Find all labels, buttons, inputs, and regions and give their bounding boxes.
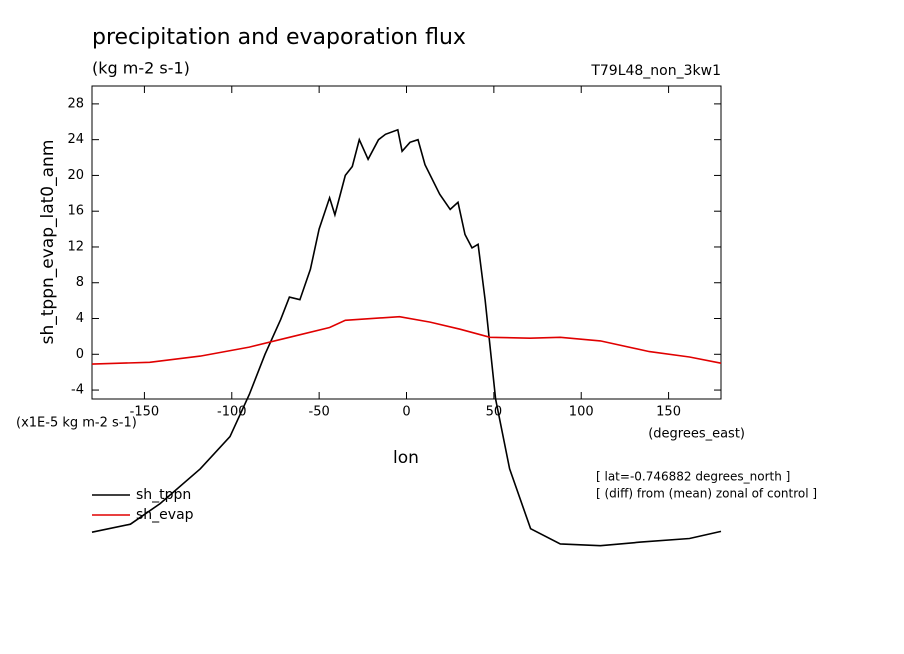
y-tick-label: 0 — [76, 347, 84, 362]
x-tick-label: 100 — [569, 405, 594, 420]
x-units: (degrees_east) — [648, 427, 745, 442]
y-tick-label: 24 — [67, 132, 84, 147]
legend-label: sh_tppn — [136, 487, 191, 503]
chart-subtitle: (kg m-2 s-1) — [92, 59, 190, 78]
run-label: T79L48_non_3kw1 — [590, 63, 721, 79]
y-tick-label: -4 — [71, 383, 84, 398]
y-tick-label: 28 — [67, 96, 84, 111]
x-axis-label: lon — [393, 448, 419, 468]
y-tick-label: 8 — [76, 275, 84, 290]
x-tick-label: -150 — [130, 405, 160, 420]
y-units: (x1E-5 kg m-2 s-1) — [16, 416, 137, 431]
series-line — [91, 315, 722, 365]
y-axis-label: sh_tppn_evap_lat0_anm — [38, 140, 58, 345]
x-tick-label: 0 — [402, 405, 410, 420]
y-tick-label: 12 — [67, 239, 84, 254]
series-line — [91, 128, 722, 547]
chart-title: precipitation and evaporation flux — [92, 25, 466, 50]
legend-label: sh_evap — [136, 507, 194, 523]
y-tick-label: 4 — [76, 311, 84, 326]
plot-frame — [91, 85, 722, 400]
annotation: [ (diff) from (mean) zonal of control ] — [596, 487, 817, 501]
y-tick-label: 16 — [67, 204, 84, 219]
annotation: [ lat=-0.746882 degrees_north ] — [596, 470, 790, 484]
y-tick-label: 20 — [67, 168, 84, 183]
x-tick-label: -50 — [309, 405, 330, 420]
x-tick-label: 150 — [656, 405, 681, 420]
